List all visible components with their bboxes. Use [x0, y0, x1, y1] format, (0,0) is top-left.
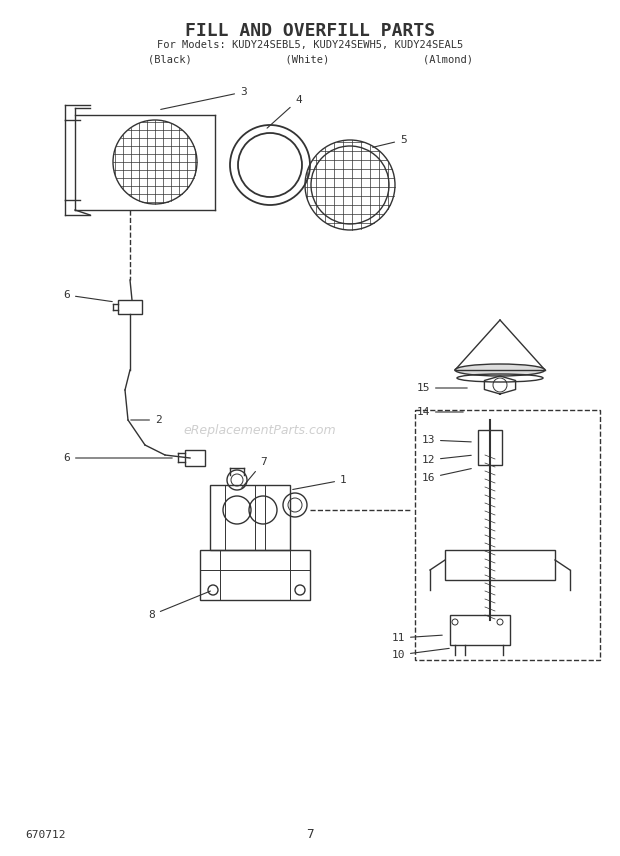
Text: 15: 15 [417, 383, 467, 393]
Text: 8: 8 [148, 591, 210, 620]
Text: 5: 5 [373, 135, 407, 147]
Bar [415, 410, 600, 660]
Text: 6: 6 [63, 290, 112, 301]
Bar [185, 450, 205, 466]
Text: FILL AND OVERFILL PARTS: FILL AND OVERFILL PARTS [185, 22, 435, 40]
Text: 10: 10 [391, 648, 450, 660]
Bar [118, 300, 142, 314]
Text: 16: 16 [422, 468, 471, 483]
Text: 670712: 670712 [25, 830, 66, 840]
Text: 14: 14 [417, 407, 463, 417]
Bar [200, 550, 310, 600]
Text: 6: 6 [63, 453, 172, 463]
Text: 4: 4 [267, 95, 302, 128]
Text: 11: 11 [391, 633, 442, 643]
Text: (Black)               (White)               (Almond): (Black) (White) (Almond) [148, 54, 472, 64]
Text: 12: 12 [422, 455, 471, 465]
Text: For Models: KUDY24SEBL5, KUDY24SEWH5, KUDY24SEAL5: For Models: KUDY24SEBL5, KUDY24SEWH5, KU… [157, 40, 463, 50]
Text: eReplacementParts.com: eReplacementParts.com [184, 424, 336, 437]
Bar [450, 615, 510, 645]
Text: 7: 7 [306, 829, 314, 841]
Text: 7: 7 [242, 457, 267, 488]
Ellipse shape [455, 364, 545, 376]
Text: 2: 2 [131, 415, 162, 425]
Text: 13: 13 [422, 435, 471, 445]
Bar [210, 485, 290, 550]
Text: 3: 3 [161, 87, 247, 110]
Text: 1: 1 [293, 475, 347, 490]
Bar [445, 550, 555, 580]
Bar [478, 430, 502, 465]
